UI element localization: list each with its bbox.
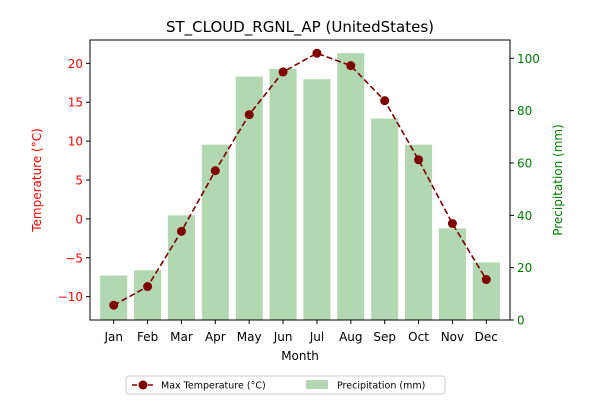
- temperature-line: [109, 48, 491, 310]
- temperature-point: [414, 155, 424, 165]
- temperature-point: [481, 275, 491, 285]
- precipitation-bar: [405, 144, 433, 320]
- precipitation-bars: [100, 53, 500, 321]
- x-axis-title: Month: [281, 349, 319, 363]
- left-y-tick-label: −5: [65, 251, 83, 265]
- right-y-tick-label: 0: [517, 314, 525, 328]
- legend: Max Temperature (°C) Precipitation (mm): [125, 375, 446, 395]
- right-y-tick-label: 20: [517, 261, 532, 275]
- right-y-tick-label: 60: [517, 156, 532, 170]
- x-tick-label: May: [237, 330, 262, 344]
- right-y-tick-label: 100: [517, 52, 540, 66]
- x-tick-label: Apr: [205, 330, 226, 344]
- temperature-point: [244, 110, 254, 120]
- left-y-tick-label: −10: [58, 290, 83, 304]
- chart-title: ST_CLOUD_RGNL_AP (UnitedStates): [166, 18, 434, 37]
- x-tick-label: Jun: [273, 330, 293, 344]
- right-y-tick-label: 80: [517, 104, 532, 118]
- precipitation-bar: [269, 68, 297, 320]
- legend-box: [125, 375, 446, 395]
- precipitation-bar: [134, 270, 162, 320]
- legend-marker-swatch: [138, 380, 148, 390]
- x-tick-label: Nov: [441, 330, 464, 344]
- x-tick-label: Jul: [309, 330, 324, 344]
- x-tick-label: Feb: [137, 330, 158, 344]
- precipitation-bar: [303, 79, 331, 320]
- precipitation-bar: [438, 228, 466, 320]
- legend-bar-swatch: [306, 380, 328, 389]
- left-y-axis: −10 −5 0 5 10 15 20: [58, 57, 90, 304]
- left-y-tick-label: 0: [75, 212, 83, 226]
- x-tick-label: Mar: [170, 330, 193, 344]
- left-y-axis-title: Temperature (°C): [30, 128, 44, 233]
- legend-label-precipitation: Precipitation (mm): [337, 381, 425, 392]
- temperature-point: [312, 48, 322, 58]
- x-tick-label: Sep: [373, 330, 396, 344]
- temperature-point: [380, 96, 390, 106]
- x-tick-label: Aug: [339, 330, 362, 344]
- left-y-tick-label: 20: [68, 57, 83, 71]
- right-y-axis: 0 20 40 60 80 100: [510, 52, 540, 328]
- x-tick-label: Jan: [103, 330, 123, 344]
- precipitation-bar: [371, 118, 399, 320]
- temperature-point: [346, 61, 356, 71]
- right-y-tick-label: 40: [517, 209, 532, 223]
- temperature-point: [278, 67, 288, 77]
- x-tick-label: Oct: [408, 330, 429, 344]
- temperature-point: [210, 166, 220, 176]
- right-y-axis-title: Precipitation (mm): [551, 124, 565, 236]
- temperature-point: [176, 226, 186, 236]
- precipitation-bar: [472, 262, 500, 320]
- left-y-tick-label: 15: [68, 96, 83, 110]
- temperature-point: [447, 219, 457, 229]
- legend-label-temperature: Max Temperature (°C): [161, 381, 266, 392]
- precipitation-bar: [337, 53, 365, 321]
- temperature-point: [143, 282, 153, 292]
- left-y-tick-label: 10: [68, 135, 83, 149]
- left-y-tick-label: 5: [75, 174, 83, 188]
- temperature-point: [109, 300, 119, 310]
- temperature-series-line: [113, 52, 487, 306]
- x-axis: Jan Feb Mar Apr May Jun Jul Aug Sep Oct Nov Dec: [103, 320, 498, 344]
- precipitation-bar: [100, 275, 128, 320]
- x-tick-label: Dec: [475, 330, 498, 344]
